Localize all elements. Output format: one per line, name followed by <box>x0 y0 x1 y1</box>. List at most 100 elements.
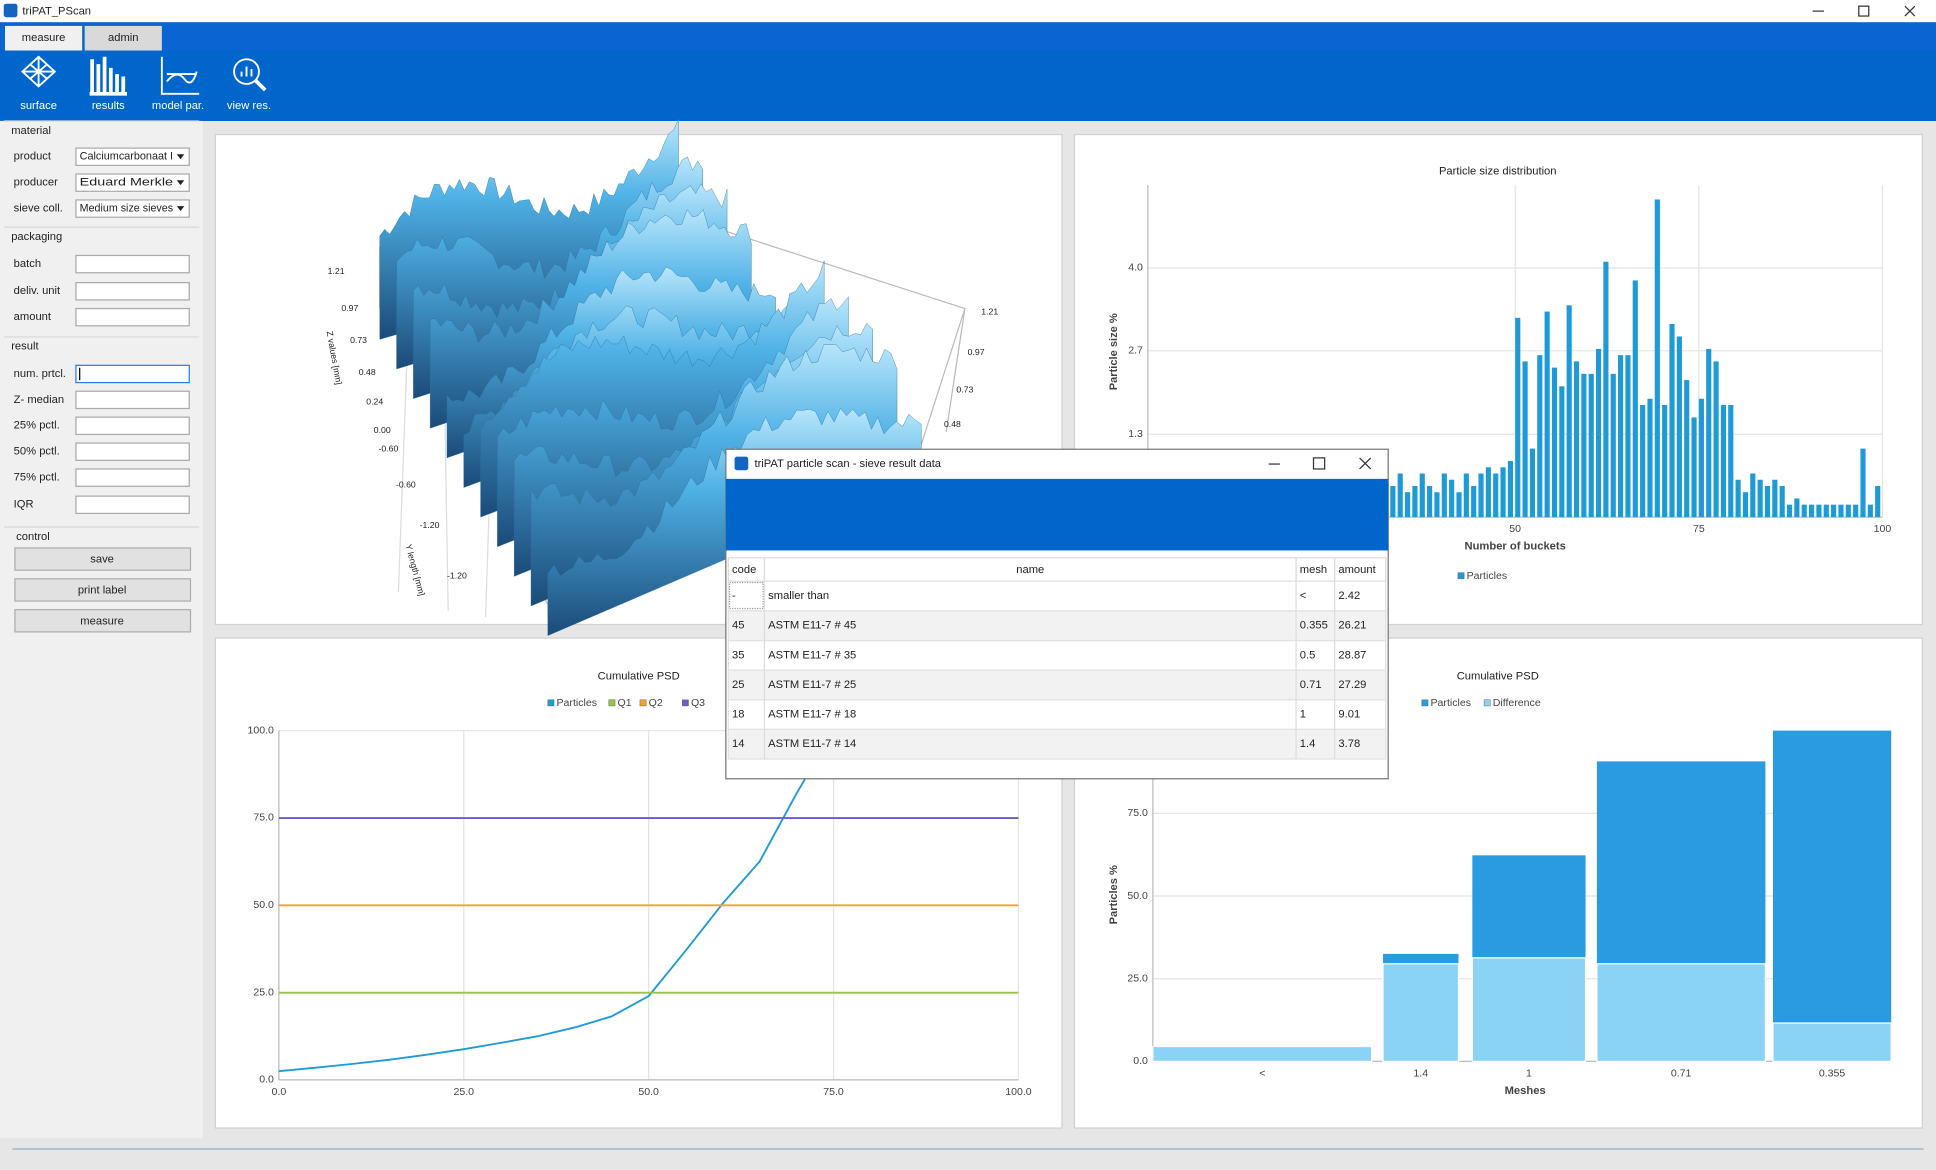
column-header[interactable]: mesh <box>1300 564 1327 576</box>
dialog-maximize[interactable] <box>1312 457 1326 470</box>
bar <box>1728 405 1734 518</box>
legend-label: Particles <box>1431 697 1472 709</box>
x-tick-label: 50.0 <box>638 1086 659 1098</box>
bar <box>1610 373 1616 518</box>
bar <box>1427 485 1433 518</box>
dropdown-value: Calciumcarbonaat I <box>80 151 173 163</box>
bar <box>1794 498 1800 518</box>
x-axis-label: Number of buckets <box>1465 541 1566 553</box>
table-cell: ASTM E11-7 # 14 <box>768 738 856 750</box>
dropdown-arrow <box>176 206 185 212</box>
bar <box>1595 348 1602 518</box>
bar <box>1551 367 1558 518</box>
table-cell: 0.71 <box>1300 679 1322 691</box>
dialog-close[interactable] <box>1359 457 1372 470</box>
input-box[interactable] <box>75 282 190 301</box>
model-icon[interactable] <box>160 56 200 95</box>
input-box[interactable] <box>75 254 190 274</box>
input-box[interactable] <box>75 147 190 166</box>
input-box[interactable] <box>75 364 190 384</box>
legend-label: Q1 <box>618 697 632 709</box>
column-header[interactable]: name <box>1016 564 1044 576</box>
y-tick-label: 75.0 <box>1127 807 1148 819</box>
table-cell: 0.355 <box>1300 620 1328 632</box>
y-tick-label: 25.0 <box>1127 973 1148 985</box>
bar <box>1772 479 1778 518</box>
restore-button[interactable] <box>1858 5 1870 17</box>
bar <box>1493 473 1499 518</box>
button[interactable] <box>14 609 192 633</box>
button-label[interactable]: print label <box>78 585 127 597</box>
bar <box>1831 504 1837 518</box>
surface-tick: -1.20 <box>420 520 440 530</box>
close-button[interactable] <box>1904 5 1916 17</box>
table-row[interactable] <box>727 728 1387 760</box>
surface-plot: 1.21 0.97 0.73 0.48 0.24 0.00 -0.60 -0.60 -1.20 -… <box>325 118 998 636</box>
input-box[interactable] <box>75 390 190 410</box>
input-box[interactable] <box>75 173 190 192</box>
surface-tick: 0.00 <box>374 425 391 435</box>
input-box[interactable] <box>75 416 190 436</box>
bar <box>1456 492 1462 518</box>
dialog: triPAT particle scan - sieve result data… <box>725 448 1389 780</box>
chart-title: Cumulative PSD <box>598 670 680 682</box>
toolbar-label[interactable]: surface <box>20 100 57 112</box>
button[interactable] <box>14 547 192 571</box>
table-cell: ASTM E11-7 # 35 <box>768 649 856 661</box>
table-cell: 18 <box>732 709 744 721</box>
bar <box>1581 373 1587 518</box>
table-cell: 3.78 <box>1338 738 1360 750</box>
group-title: result <box>11 341 39 353</box>
button-label[interactable]: measure <box>80 615 124 627</box>
toolbar-label[interactable]: model par. <box>152 100 204 112</box>
table-cell: 25 <box>732 679 744 691</box>
field-label: 75% pctl. <box>14 472 60 484</box>
dropdown-value: Eduard Merkle <box>80 177 173 189</box>
table-row[interactable] <box>727 639 1387 671</box>
button[interactable] <box>14 578 192 602</box>
column-header[interactable]: amount <box>1338 564 1376 576</box>
toolbar-icons <box>21 55 267 96</box>
column-header[interactable]: code <box>732 564 756 576</box>
bar <box>1500 467 1506 518</box>
bar <box>1559 386 1565 518</box>
dialog-icon <box>734 456 749 471</box>
input-box[interactable] <box>75 495 190 515</box>
view-icon[interactable] <box>233 58 260 85</box>
input-box[interactable] <box>75 442 190 461</box>
input-box[interactable] <box>75 307 190 327</box>
tab-measure[interactable] <box>4 25 83 51</box>
y-axis-label: Particles % <box>1108 865 1120 924</box>
area-bar <box>1471 957 1587 1063</box>
results-icon[interactable] <box>89 56 127 96</box>
field-label: num. prtcl. <box>14 368 66 380</box>
surface-tick: -0.60 <box>379 444 399 454</box>
input-box[interactable] <box>75 468 190 487</box>
table-cell: < <box>1300 590 1307 602</box>
bar <box>1537 355 1543 518</box>
field-label: amount <box>14 311 52 323</box>
table-cell: 27.29 <box>1338 679 1366 691</box>
bar <box>1515 317 1521 518</box>
table-row[interactable] <box>727 699 1387 731</box>
x-tick-label: 1.4 <box>1413 1068 1428 1080</box>
bar <box>1390 485 1396 518</box>
toolbar-label[interactable]: view res. <box>227 100 271 112</box>
legend-label: Q3 <box>691 697 705 709</box>
table-row[interactable] <box>727 669 1387 701</box>
bar <box>1698 398 1704 518</box>
side-panel-content: material product Calciumcarbonaat I produce… <box>3 120 200 633</box>
bar <box>1507 461 1513 518</box>
x-tick-label: 75.0 <box>823 1086 844 1098</box>
table-row[interactable] <box>727 580 1387 612</box>
y-tick-label: 2.7 <box>1128 345 1143 357</box>
tab-admin[interactable] <box>84 25 162 51</box>
x-tick-label: 100.0 <box>1005 1086 1032 1098</box>
y-tick-label: 50.0 <box>1127 890 1148 902</box>
toolbar-label[interactable]: results <box>92 100 125 112</box>
input-box[interactable] <box>75 199 190 218</box>
legend-swatch <box>1483 699 1491 707</box>
surface-icon[interactable] <box>21 55 57 88</box>
button-label[interactable]: save <box>90 554 114 566</box>
